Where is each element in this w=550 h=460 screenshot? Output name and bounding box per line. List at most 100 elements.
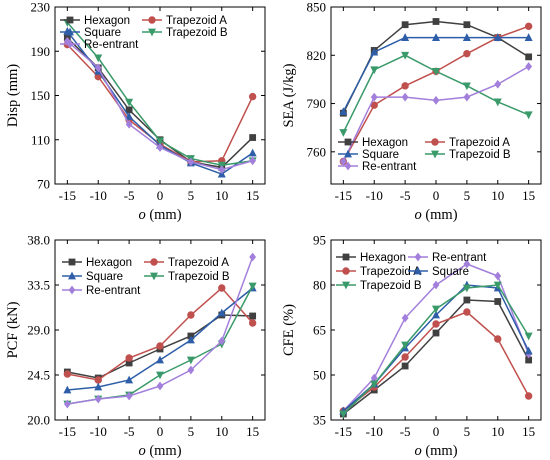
legend-label: Square bbox=[432, 266, 469, 278]
data-point bbox=[524, 33, 533, 41]
data-point bbox=[401, 341, 410, 350]
x-tick-label: 0 bbox=[433, 424, 440, 439]
legend-label: Trapezoid A bbox=[449, 137, 510, 149]
data-point bbox=[494, 271, 502, 281]
legend-label: Square bbox=[362, 149, 399, 161]
legend-label: Square bbox=[84, 27, 121, 39]
data-point bbox=[370, 373, 378, 383]
y-tick-label: 790 bbox=[307, 96, 327, 111]
data-point bbox=[463, 308, 471, 316]
x-tick-label: 5 bbox=[464, 188, 471, 203]
data-point bbox=[524, 22, 533, 31]
data-point bbox=[94, 54, 103, 63]
data-point bbox=[432, 33, 440, 41]
x-axis-label: o (mm) bbox=[138, 443, 181, 459]
y-tick-label: 820 bbox=[307, 48, 327, 63]
data-point bbox=[525, 62, 533, 71]
data-point bbox=[94, 63, 102, 73]
data-point bbox=[462, 82, 471, 91]
data-point bbox=[370, 92, 378, 102]
data-point bbox=[63, 399, 71, 409]
legend-item: Square bbox=[62, 271, 123, 283]
data-point bbox=[125, 375, 134, 384]
legend-marker bbox=[68, 285, 76, 295]
data-point bbox=[432, 95, 440, 105]
legend-item: Trapezoid A bbox=[425, 137, 510, 149]
x-tick-label: 10 bbox=[215, 188, 228, 203]
data-point bbox=[187, 365, 195, 375]
series-trapezoid-b bbox=[339, 51, 533, 137]
series-square bbox=[339, 33, 533, 115]
legend-label: Trapezoid A bbox=[360, 266, 421, 278]
data-point bbox=[432, 320, 440, 328]
x-tick-label: 0 bbox=[157, 188, 164, 203]
data-point bbox=[524, 111, 533, 120]
x-tick-label: -5 bbox=[124, 424, 135, 439]
legend-marker bbox=[66, 27, 74, 36]
legend-item: Re-entrant bbox=[408, 252, 487, 264]
data-point bbox=[125, 359, 133, 367]
data-point bbox=[248, 282, 257, 291]
legend-marker bbox=[342, 281, 350, 290]
data-point bbox=[463, 296, 471, 304]
legend: Hexagon Re-entrant Trapezoid A Square Trapez… bbox=[336, 252, 487, 292]
legend-marker bbox=[342, 253, 350, 261]
data-point bbox=[432, 310, 440, 319]
data-point bbox=[432, 305, 440, 314]
data-point bbox=[401, 362, 409, 370]
data-point bbox=[63, 36, 71, 46]
y-tick-label: 35 bbox=[313, 413, 326, 428]
series-trapezoid-b bbox=[339, 281, 533, 419]
legend-item: Trapezoid B bbox=[144, 271, 230, 283]
data-point bbox=[186, 335, 195, 344]
data-point bbox=[462, 284, 471, 293]
legend-item: Trapezoid B bbox=[142, 27, 228, 39]
y-tick-label: 50 bbox=[313, 368, 326, 383]
y-axis-label: CFE (%) bbox=[281, 304, 297, 356]
legend-item: Re-entrant bbox=[62, 285, 141, 297]
legend-marker bbox=[66, 16, 74, 24]
data-point bbox=[462, 33, 471, 41]
x-axis-label: o (mm) bbox=[414, 207, 457, 223]
legend: Hexagon Trapezoid A Square Trapezoid B Re-en… bbox=[60, 15, 228, 51]
data-point bbox=[494, 298, 502, 305]
x-tick-label: -5 bbox=[400, 424, 411, 439]
data-point bbox=[524, 346, 533, 355]
data-point bbox=[125, 112, 134, 120]
data-point bbox=[432, 280, 440, 290]
data-point bbox=[63, 385, 72, 394]
legend-marker bbox=[344, 161, 352, 171]
legend-item: Hexagon bbox=[62, 257, 132, 269]
x-tick-label: 0 bbox=[433, 188, 440, 203]
data-point bbox=[493, 33, 502, 41]
series-re-entrant bbox=[339, 62, 533, 166]
legend-marker bbox=[66, 39, 74, 49]
legend-item: Square bbox=[338, 149, 399, 161]
chart-panel-disp: -15 -10 -5 0 5 10 15 70 110 150 190 230 o (mm) Disp (… bbox=[5, 0, 266, 223]
data-point bbox=[125, 98, 134, 107]
legend-label: Hexagon bbox=[360, 252, 406, 264]
y-tick-label: 80 bbox=[313, 278, 326, 293]
x-tick-label: -15 bbox=[59, 188, 76, 203]
data-point bbox=[248, 319, 257, 327]
legend-marker bbox=[68, 258, 76, 266]
y-axis-label: PCF (kN) bbox=[5, 301, 21, 358]
legend: Hexagon Trapezoid A Square Trapezoid B Re-en… bbox=[62, 257, 230, 297]
data-point bbox=[370, 66, 379, 75]
data-point bbox=[401, 92, 409, 102]
data-point bbox=[218, 165, 226, 175]
x-tick-label: -15 bbox=[335, 188, 352, 203]
legend-item: Hexagon bbox=[336, 252, 406, 264]
legend-marker bbox=[344, 149, 352, 158]
legend-item: Hexagon bbox=[60, 15, 130, 27]
legend-item: Trapezoid B bbox=[336, 280, 422, 292]
data-point bbox=[217, 308, 226, 317]
x-tick-label: 10 bbox=[491, 424, 504, 439]
legend-item: Trapezoid B bbox=[425, 149, 511, 161]
legend-marker bbox=[342, 267, 350, 275]
y-tick-label: 38.0 bbox=[27, 233, 50, 248]
data-point bbox=[401, 51, 410, 60]
data-point bbox=[401, 82, 409, 90]
y-tick-label: 230 bbox=[31, 0, 51, 15]
